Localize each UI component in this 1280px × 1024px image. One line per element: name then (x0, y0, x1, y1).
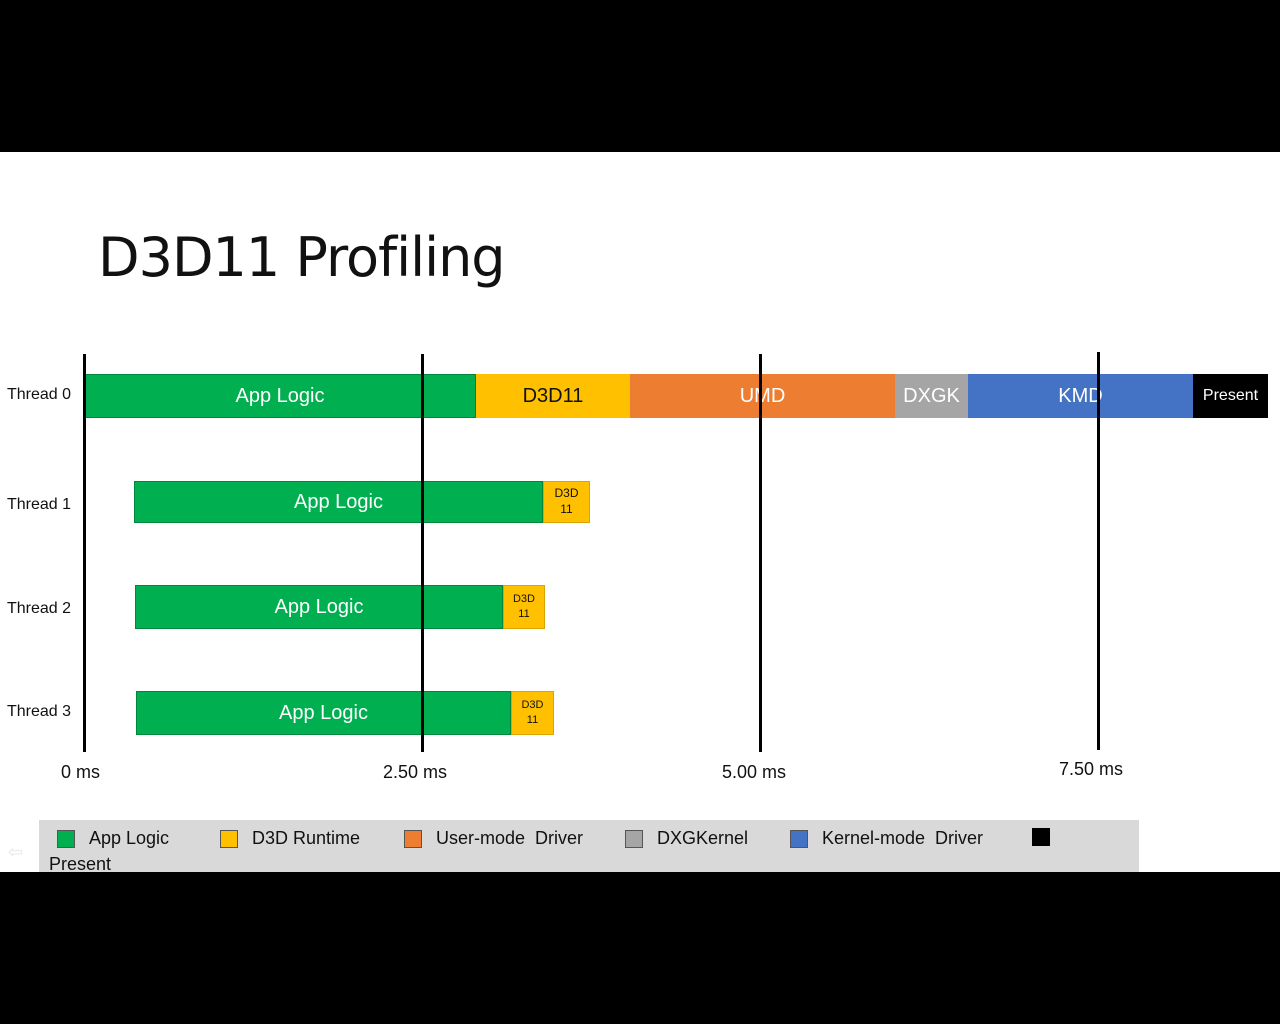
legend-item-dxgkernel: DXGKernel (625, 828, 748, 849)
thread1-d3d11-label: D3D 11 (554, 486, 579, 516)
legend-swatch-present (1032, 828, 1050, 846)
time-marker-0ms (83, 354, 86, 752)
thread3-d3d11-label: D3D 11 (521, 699, 544, 726)
legend-label-kernel-mode-driver: Kernel-mode Driver (822, 828, 984, 848)
thread3-d3d11-segment: D3D 11 (511, 691, 554, 735)
thread1-d3d11-segment: D3D 11 (543, 481, 590, 523)
thread0-umd-segment: UMD (630, 374, 895, 418)
thread3-app-logic-segment: App Logic (136, 691, 511, 735)
thread0-present-segment: Present (1193, 374, 1268, 418)
tick-label-7-50ms: 7.50 ms (1059, 759, 1124, 779)
legend-item-app-logic: App Logic (57, 828, 169, 849)
thread-label-3: Thread 3 (7, 703, 72, 720)
time-marker-5-00ms (759, 354, 762, 752)
thread-label-1: Thread 1 (7, 496, 72, 513)
thread-label-2: Thread 2 (7, 600, 72, 617)
thread0-dxgk-segment: DXGK (895, 374, 968, 418)
time-marker-7-50ms (1097, 352, 1100, 750)
legend-swatch-user-mode-driver (404, 829, 422, 848)
thread2-d3d11-label: D3D 11 (512, 593, 535, 620)
thread2-app-logic-segment: App Logic (135, 585, 503, 629)
legend-swatch-app-logic (57, 829, 75, 848)
legend-label-present: Present (49, 854, 112, 872)
legend-swatch-d3d-runtime (220, 829, 238, 848)
legend-item-present (1032, 828, 1064, 846)
legend-item-kernel-mode-driver: Kernel-mode Driver (790, 828, 983, 849)
thread0-kmd-segment: KMD (968, 374, 1193, 418)
thread2-d3d11-segment: D3D 11 (503, 585, 545, 629)
legend-label-d3d-runtime: D3D Runtime (252, 828, 361, 848)
tick-label-0ms: 0 ms (61, 762, 101, 782)
previous-slide-arrow-icon[interactable]: ⇦ (8, 842, 24, 862)
legend-label-user-mode-driver: User-mode Driver (436, 828, 584, 848)
thread1-app-logic-segment: App Logic (134, 481, 543, 523)
slide-title: D3D11 Profiling (98, 226, 506, 289)
legend-swatch-kernel-mode-driver (790, 829, 808, 848)
legend-label-dxgkernel: DXGKernel (657, 828, 749, 848)
legend-item-user-mode-driver: User-mode Driver (404, 828, 583, 849)
thread0-d3d11-segment: D3D11 (476, 374, 630, 418)
thread-label-0: Thread 0 (7, 386, 72, 403)
tick-label-2-50ms: 2.50 ms (383, 762, 448, 782)
slide: D3D11 Profiling Thread 0 Thread 1 Thread… (0, 152, 1280, 872)
legend-swatch-dxgkernel (625, 829, 643, 848)
legend: App Logic D3D Runtime User-mode Driver D… (39, 820, 1139, 872)
legend-label-app-logic: App Logic (89, 828, 170, 848)
time-marker-2-50ms (421, 354, 424, 752)
thread0-app-logic-segment: App Logic (84, 374, 476, 418)
legend-item-d3d-runtime: D3D Runtime (220, 828, 360, 849)
tick-label-5-00ms: 5.00 ms (722, 762, 787, 782)
